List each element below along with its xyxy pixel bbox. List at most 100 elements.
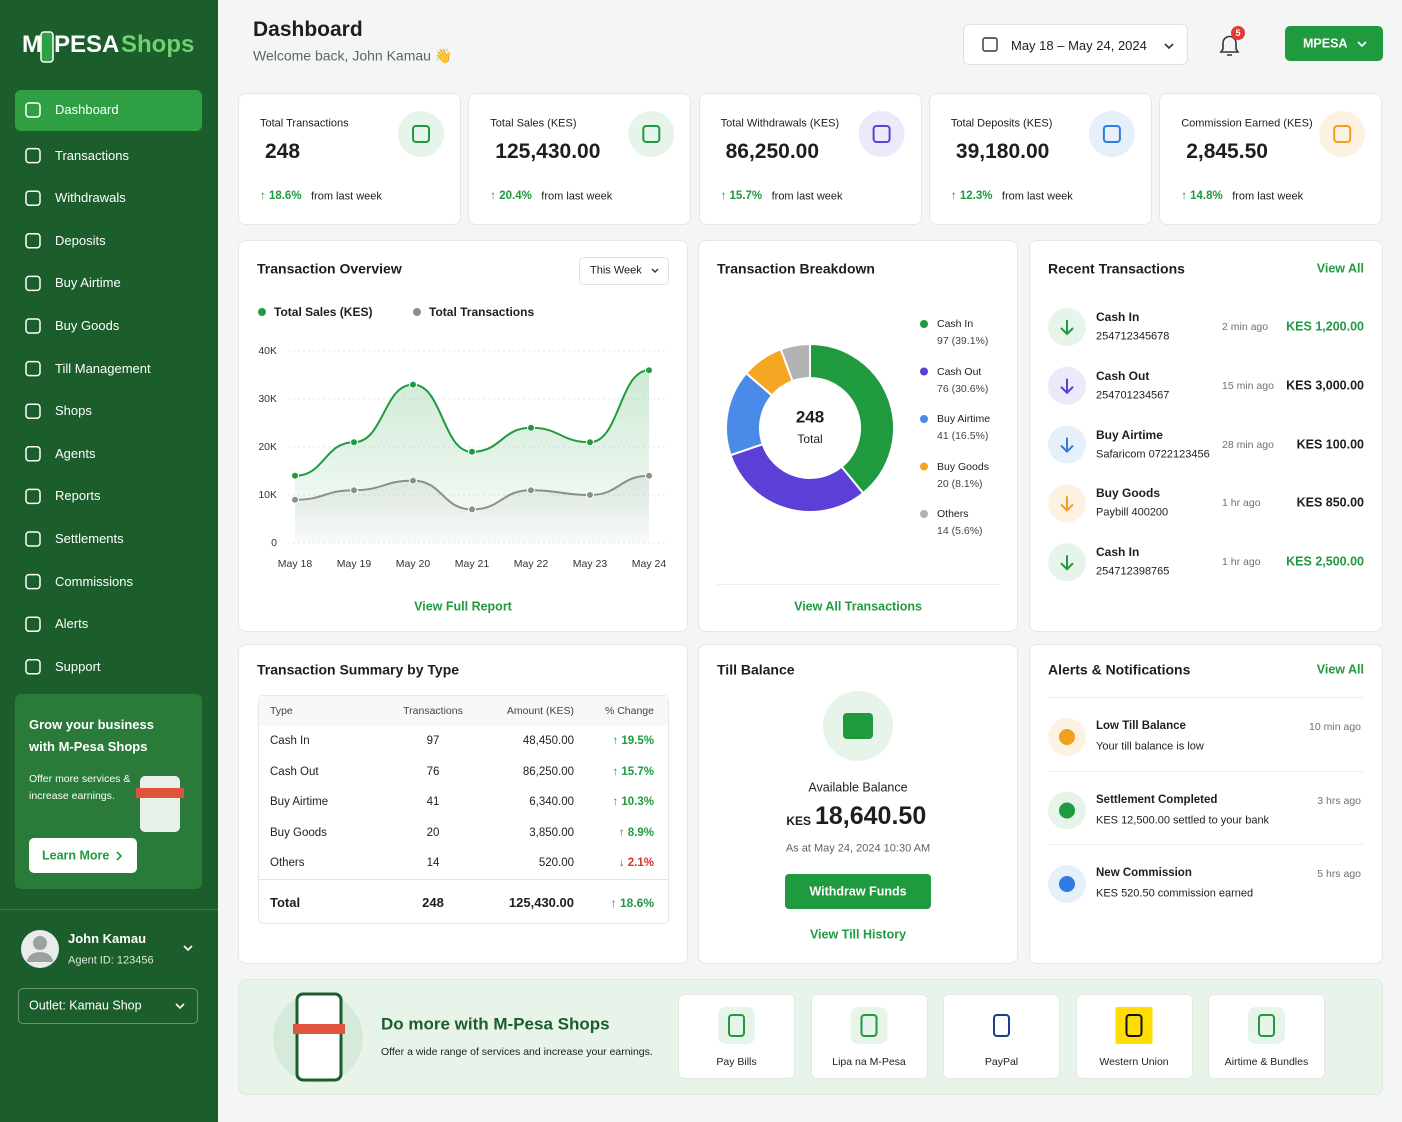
outlet-select[interactable] xyxy=(18,988,198,1024)
legend-dot xyxy=(920,415,928,423)
kpi-icon-bg xyxy=(1319,111,1366,157)
chevron xyxy=(175,1003,185,1010)
service-glyph xyxy=(993,1014,1010,1037)
service-glyph xyxy=(728,1014,745,1037)
nav-icon xyxy=(25,531,41,547)
data-point xyxy=(645,366,653,375)
data-point xyxy=(350,486,358,495)
nav-icon xyxy=(25,147,41,164)
service-icon xyxy=(718,1007,755,1044)
nav-active-bg xyxy=(15,90,202,131)
data-point xyxy=(409,476,417,485)
wallet-icon xyxy=(843,713,873,739)
data-point xyxy=(527,486,535,495)
donut-segment xyxy=(809,342,895,495)
service-icon xyxy=(983,1007,1020,1044)
alert-icon xyxy=(1059,802,1075,819)
transaction-icon xyxy=(1060,320,1074,336)
transaction-icon xyxy=(1060,437,1074,454)
date-picker[interactable] xyxy=(963,24,1188,65)
kpi-icon xyxy=(642,125,661,143)
kpi-icon xyxy=(1333,125,1352,143)
nav-icon xyxy=(25,403,41,419)
avatar-body xyxy=(27,952,53,962)
promo-illustration xyxy=(140,776,180,832)
kpi-icon-bg xyxy=(398,111,444,157)
chevron xyxy=(183,945,193,952)
phone-illustration xyxy=(295,992,343,1082)
avatar-head xyxy=(33,936,47,950)
transaction-icon xyxy=(1060,378,1074,395)
kpi-icon xyxy=(872,125,891,143)
data-point xyxy=(468,447,476,456)
service-icon xyxy=(850,1007,888,1044)
donut-segment xyxy=(779,342,811,383)
legend-dot xyxy=(920,510,928,518)
nav-icon xyxy=(25,360,41,377)
data-point xyxy=(409,380,417,389)
withdraw-button[interactable] xyxy=(785,874,931,909)
chevron xyxy=(1357,41,1367,48)
data-point xyxy=(291,471,299,480)
legend-dot xyxy=(920,367,928,376)
total-divider xyxy=(259,879,668,880)
nav-icon xyxy=(25,616,41,632)
bell-icon xyxy=(1219,35,1240,56)
data-point xyxy=(350,438,358,447)
kpi-icon-bg xyxy=(858,111,905,157)
kpi-icon-bg xyxy=(628,111,675,157)
nav-icon xyxy=(25,446,41,462)
divider xyxy=(1048,844,1364,845)
divider xyxy=(1048,770,1364,772)
service-icon xyxy=(1115,1007,1153,1044)
divider xyxy=(1048,697,1364,698)
legend-dot xyxy=(413,308,421,316)
logo-phone xyxy=(40,31,54,63)
service-icon xyxy=(1248,1007,1285,1044)
kpi-icon xyxy=(1102,125,1121,143)
donut-segment xyxy=(729,442,865,513)
alert-icon xyxy=(1059,876,1075,892)
service-glyph xyxy=(1125,1014,1143,1037)
calendar-icon xyxy=(982,37,998,52)
service-glyph xyxy=(1258,1014,1275,1037)
sidebar-divider xyxy=(0,909,218,910)
kpi-icon-bg xyxy=(1088,111,1135,157)
nav-icon xyxy=(25,190,41,206)
legend-dot xyxy=(920,320,928,328)
promo-awning xyxy=(136,788,184,798)
account-button[interactable] xyxy=(1285,26,1383,61)
data-point xyxy=(291,495,299,504)
alert-icon xyxy=(1059,729,1075,745)
table-header-bg xyxy=(259,696,668,726)
nav-icon xyxy=(25,488,41,505)
transaction-icon xyxy=(1060,555,1074,571)
data-point xyxy=(586,438,594,447)
nav-icon xyxy=(25,573,41,590)
awning-illustration xyxy=(293,1024,345,1034)
legend-dot xyxy=(920,462,928,471)
nav-icon xyxy=(25,659,41,675)
data-point xyxy=(468,505,476,514)
data-point xyxy=(645,471,653,480)
data-point xyxy=(527,423,535,432)
promo-button[interactable] xyxy=(29,838,137,873)
nav-icon xyxy=(25,275,41,292)
recent-card xyxy=(1029,240,1383,632)
nav-icon xyxy=(25,233,41,249)
transaction-icon xyxy=(1060,496,1074,512)
notification-badge xyxy=(1231,26,1245,40)
chevron xyxy=(651,268,659,273)
chevron xyxy=(1164,43,1174,50)
nav-icon xyxy=(25,318,41,334)
kpi-icon xyxy=(412,125,430,143)
legend-dot xyxy=(258,308,266,316)
nav-icon xyxy=(25,102,41,118)
chevron xyxy=(116,851,123,861)
divider xyxy=(717,584,1000,585)
kpi-card xyxy=(698,93,922,225)
service-glyph xyxy=(860,1014,878,1037)
